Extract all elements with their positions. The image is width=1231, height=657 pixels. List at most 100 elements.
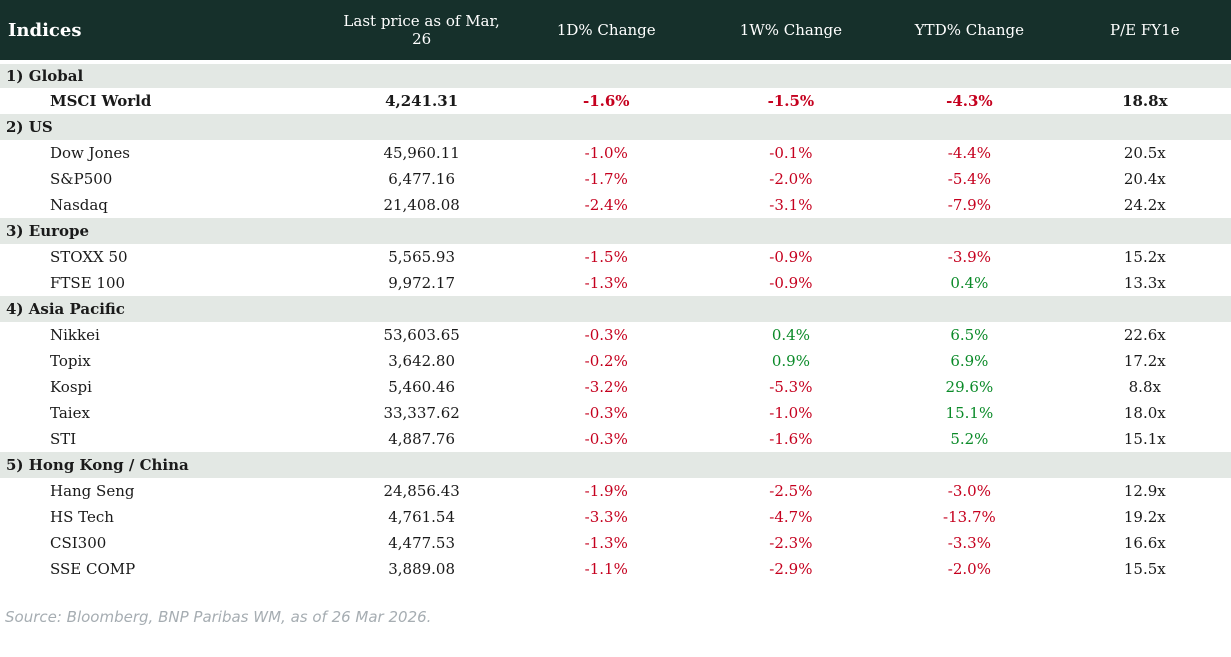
change-ytd: -5.4% [947, 170, 991, 188]
table-row: SSE COMP 3,889.08 -1.1% -2.9% -2.0% 15.5x [0, 556, 1231, 582]
pe-fy1e: 13.3x [1123, 274, 1166, 292]
change-ytd: -4.3% [946, 92, 993, 110]
change-1d: -1.6% [582, 92, 630, 110]
last-price: 5,565.93 [388, 248, 456, 266]
pe-fy1e: 15.5x [1123, 560, 1166, 578]
pe-fy1e: 18.0x [1123, 404, 1166, 422]
index-name: HS Tech [50, 508, 114, 526]
change-ytd: -13.7% [943, 508, 996, 526]
column-header-pe-fy1e: P/E FY1e [1058, 0, 1231, 64]
table-row: STI 4,887.76 -0.3% -1.6% 5.2% 15.1x [0, 426, 1231, 452]
change-1w: 0.9% [771, 352, 810, 370]
table-row: STOXX 50 5,565.93 -1.5% -0.9% -3.9% 15.2x [0, 244, 1231, 270]
section-label: 1) Global [6, 67, 84, 85]
last-price: 33,337.62 [383, 404, 460, 422]
change-1d: -1.3% [584, 274, 628, 292]
column-header-1d-change: 1D% Change [510, 0, 702, 64]
table-row: Hang Seng 24,856.43 -1.9% -2.5% -3.0% 12.9x [0, 478, 1231, 504]
pe-fy1e: 16.6x [1123, 534, 1166, 552]
change-ytd: 5.2% [950, 430, 989, 448]
last-price: 4,477.53 [388, 534, 456, 552]
table-row: Topix 3,642.80 -0.2% 0.9% 6.9% 17.2x [0, 348, 1231, 374]
index-name: S&P500 [50, 170, 113, 188]
table-header: Indices Last price as of Mar, 26 1D% Cha… [0, 0, 1231, 64]
change-1d: -0.2% [584, 352, 628, 370]
pe-fy1e: 19.2x [1123, 508, 1166, 526]
table-row: Taiex 33,337.62 -0.3% -1.0% 15.1% 18.0x [0, 400, 1231, 426]
index-name: Kospi [50, 378, 92, 396]
change-ytd: 6.5% [950, 326, 989, 344]
change-1d: -1.0% [584, 144, 628, 162]
change-1d: -0.3% [584, 430, 628, 448]
section-label: 5) Hong Kong / China [6, 456, 189, 474]
column-header-1w-change: 1W% Change [701, 0, 881, 64]
table-row: Kospi 5,460.46 -3.2% -5.3% 29.6% 8.8x [0, 374, 1231, 400]
last-price: 53,603.65 [383, 326, 460, 344]
index-name: MSCI World [50, 92, 152, 110]
table-row: Nasdaq 21,408.08 -2.4% -3.1% -7.9% 24.2x [0, 192, 1231, 218]
pe-fy1e: 22.6x [1123, 326, 1166, 344]
change-1w: -1.0% [769, 404, 813, 422]
index-name: STOXX 50 [50, 248, 128, 266]
last-price: 45,960.11 [383, 144, 460, 162]
change-ytd: 29.6% [945, 378, 994, 396]
source-note: Source: Bloomberg, BNP Paribas WM, as of… [5, 608, 432, 626]
section-label: 3) Europe [6, 222, 90, 240]
change-1d: -1.5% [584, 248, 628, 266]
last-price: 3,889.08 [388, 560, 456, 578]
pe-fy1e: 12.9x [1123, 482, 1166, 500]
column-header-last-price: Last price as of Mar, 26 [332, 0, 511, 64]
last-price: 4,887.76 [388, 430, 456, 448]
change-1w: -0.9% [769, 274, 813, 292]
index-name: Nasdaq [50, 196, 108, 214]
table-row: Nikkei 53,603.65 -0.3% 0.4% 6.5% 22.6x [0, 322, 1231, 348]
change-1w: -2.3% [769, 534, 813, 552]
index-name: FTSE 100 [50, 274, 126, 292]
table-row: HS Tech 4,761.54 -3.3% -4.7% -13.7% 19.2x [0, 504, 1231, 530]
change-ytd: -3.3% [947, 534, 991, 552]
table-row: FTSE 100 9,972.17 -1.3% -0.9% 0.4% 13.3x [0, 270, 1231, 296]
index-name: STI [50, 430, 77, 448]
change-1w: 0.4% [771, 326, 810, 344]
change-1w: -2.9% [769, 560, 813, 578]
table-row: MSCI World 4,241.31 -1.6% -1.5% -4.3% 18.8x [0, 88, 1231, 114]
last-price: 4,241.31 [385, 92, 459, 110]
index-name: Nikkei [50, 326, 100, 344]
change-1w: -0.1% [769, 144, 813, 162]
change-1w: -1.5% [767, 92, 815, 110]
last-price: 9,972.17 [388, 274, 456, 292]
last-price: 24,856.43 [383, 482, 460, 500]
pe-fy1e: 20.5x [1123, 144, 1166, 162]
section-row: 4) Asia Pacific [0, 296, 1231, 322]
change-1w: -1.6% [769, 430, 813, 448]
section-row: 3) Europe [0, 218, 1231, 244]
change-1w: -2.0% [769, 170, 813, 188]
indices-table: Indices Last price as of Mar, 26 1D% Cha… [0, 0, 1231, 582]
table-row: CSI300 4,477.53 -1.3% -2.3% -3.3% 16.6x [0, 530, 1231, 556]
pe-fy1e: 18.8x [1122, 92, 1168, 110]
column-header-ytd-change: YTD% Change [880, 0, 1059, 64]
last-price: 4,761.54 [388, 508, 456, 526]
pe-fy1e: 15.2x [1123, 248, 1166, 266]
change-ytd: 6.9% [950, 352, 989, 370]
change-1d: -1.7% [584, 170, 628, 188]
change-1w: -2.5% [769, 482, 813, 500]
section-label: 2) US [6, 118, 53, 136]
change-ytd: -7.9% [947, 196, 991, 214]
change-1d: -3.3% [584, 508, 628, 526]
pe-fy1e: 15.1x [1123, 430, 1166, 448]
section-row: 5) Hong Kong / China [0, 452, 1231, 478]
last-price: 6,477.16 [388, 170, 456, 188]
change-1w: -5.3% [769, 378, 813, 396]
change-1w: -4.7% [769, 508, 813, 526]
index-name: SSE COMP [50, 560, 136, 578]
index-name: CSI300 [50, 534, 107, 552]
pe-fy1e: 20.4x [1123, 170, 1166, 188]
pe-fy1e: 24.2x [1123, 196, 1166, 214]
change-1d: -0.3% [584, 326, 628, 344]
change-1d: -3.2% [584, 378, 628, 396]
pe-fy1e: 8.8x [1128, 378, 1161, 396]
last-price: 21,408.08 [383, 196, 460, 214]
pe-fy1e: 17.2x [1123, 352, 1166, 370]
last-price: 5,460.46 [388, 378, 456, 396]
